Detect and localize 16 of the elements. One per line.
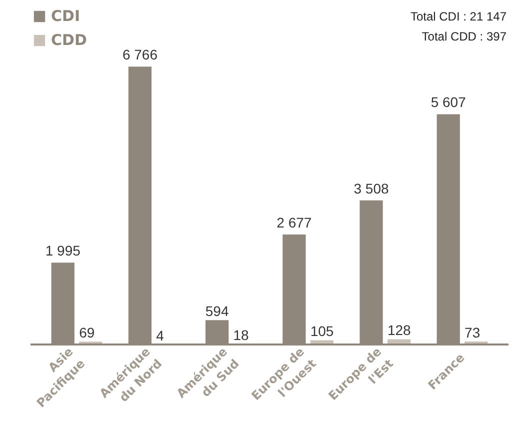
data-label: 73 — [464, 324, 480, 340]
data-label: 2 677 — [276, 214, 312, 231]
legend-label: CDI — [51, 7, 80, 25]
data-label: 128 — [387, 322, 412, 338]
text: Total CDI : 21 147 — [410, 10, 507, 24]
text: Total CDD : 397 — [422, 30, 507, 44]
data-label: 594 — [205, 303, 229, 320]
data-label: 3 508 — [354, 180, 389, 196]
legend-label: CDD — [51, 31, 87, 49]
data-label: 69 — [79, 324, 95, 341]
data-label: 5 607 — [430, 94, 466, 110]
data-label: 4 — [156, 327, 164, 344]
data-label: 6 766 — [122, 46, 158, 63]
data-label: 18 — [233, 326, 250, 343]
data-label: 1 995 — [45, 242, 81, 259]
data-label: 105 — [310, 323, 334, 340]
